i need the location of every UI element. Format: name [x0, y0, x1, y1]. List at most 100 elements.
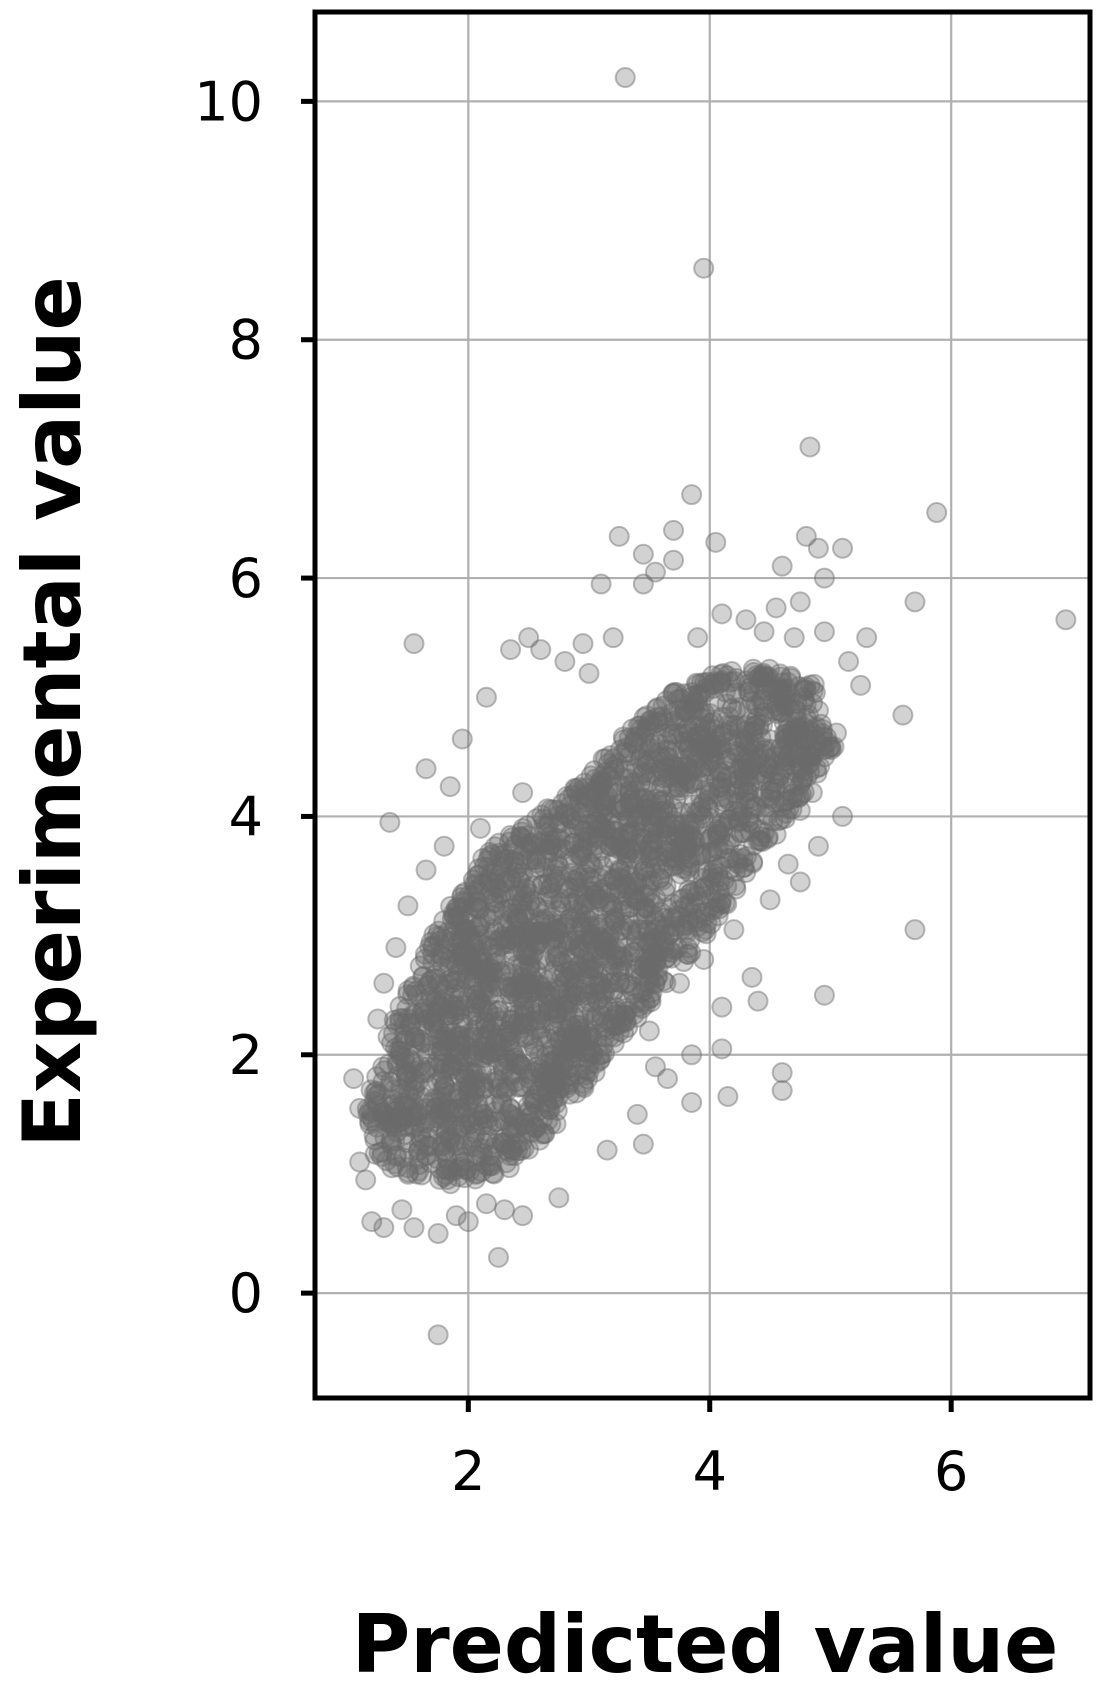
scatter-point — [403, 633, 425, 655]
scatter-point — [454, 1047, 476, 1069]
scatter-point — [453, 892, 475, 914]
scatter-point — [693, 738, 715, 760]
scatter-point — [447, 897, 469, 919]
scatter-point — [745, 710, 767, 732]
scatter-point — [604, 820, 626, 842]
y-tick-label: 0 — [229, 1262, 263, 1325]
scatter-point — [672, 723, 694, 745]
scatter-point — [744, 795, 766, 817]
scatter-point — [709, 823, 731, 845]
scatter-point — [642, 955, 664, 977]
scatter-point — [651, 776, 673, 798]
scatter-point — [632, 763, 654, 785]
scatter-point — [409, 1055, 431, 1077]
scatter-point — [735, 609, 757, 631]
scatter-point — [616, 878, 638, 900]
scatter-point — [530, 639, 552, 661]
scatter-point — [612, 767, 634, 789]
scatter-point — [679, 855, 701, 877]
scatter-point — [580, 955, 602, 977]
scatter-point — [813, 746, 835, 768]
scatter-point — [771, 555, 793, 577]
scatter-point — [799, 436, 821, 458]
scatter-point — [455, 1134, 477, 1156]
scatter-point — [539, 930, 561, 952]
scatter-point — [603, 836, 625, 858]
scatter-point — [355, 1169, 377, 1191]
scatter-point — [562, 892, 584, 914]
scatter-point — [628, 995, 650, 1017]
scatter-point — [795, 742, 817, 764]
scatter-point — [693, 257, 715, 279]
scatter-point — [418, 1135, 440, 1157]
scatter-point — [367, 1008, 389, 1030]
scatter-point — [690, 796, 712, 818]
scatter-point — [716, 749, 738, 771]
scatter-point — [791, 770, 813, 792]
scatter-point — [434, 1057, 456, 1079]
scatter-point — [397, 984, 419, 1006]
scatter-point — [440, 895, 462, 917]
x-tick-label: 6 — [934, 1440, 968, 1503]
scatter-point — [478, 930, 500, 952]
scatter-point — [431, 1135, 453, 1157]
scatter-point — [622, 941, 644, 963]
scatter-point — [706, 854, 728, 876]
scatter-point — [660, 947, 682, 969]
scatter-point — [721, 729, 743, 751]
scatter-point — [904, 919, 926, 941]
scatter-point — [381, 1108, 403, 1130]
scatter-point — [413, 965, 435, 987]
scatter-point — [794, 730, 816, 752]
scatter-point — [464, 1003, 486, 1025]
scatter-point — [395, 1065, 417, 1087]
scatter-point — [678, 772, 700, 794]
scatter-point — [485, 1041, 507, 1063]
scatter-point — [501, 1118, 523, 1140]
scatter-point — [575, 1041, 597, 1063]
scatter-point — [754, 705, 776, 727]
scatter-point — [524, 1037, 546, 1059]
scatter-point — [635, 765, 657, 787]
scatter-point — [572, 915, 594, 937]
scatter-point — [453, 1151, 475, 1173]
scatter-point — [376, 1150, 398, 1172]
scatter-point — [742, 722, 764, 744]
scatter-point — [838, 651, 860, 673]
scatter-point — [453, 1167, 475, 1189]
scatter-point — [642, 713, 664, 735]
scatter-point — [376, 1105, 398, 1127]
scatter-point — [688, 757, 710, 779]
scatter-point — [385, 1108, 407, 1130]
scatter-point — [618, 864, 640, 886]
scatter-point — [520, 954, 542, 976]
scatter-point — [572, 1072, 594, 1094]
scatter-point — [539, 985, 561, 1007]
scatter-point — [614, 1011, 636, 1033]
scatter-point — [776, 790, 798, 812]
scatter-point — [676, 754, 698, 776]
scatter-point — [531, 1063, 553, 1085]
scatter-point — [441, 1057, 463, 1079]
scatter-point — [647, 965, 669, 987]
scatter-point — [382, 1116, 404, 1138]
scatter-point — [547, 853, 569, 875]
scatter-point — [537, 873, 559, 895]
scatter-point — [674, 683, 696, 705]
scatter-point — [669, 889, 691, 911]
scatter-point — [703, 899, 725, 921]
scatter-point — [381, 1032, 403, 1054]
scatter-point — [569, 783, 591, 805]
scatter-point — [590, 1048, 612, 1070]
scatter-point — [516, 944, 538, 966]
scatter-point — [572, 985, 594, 1007]
scatter-point — [457, 1211, 479, 1233]
scatter-point — [499, 1145, 521, 1167]
scatter-point — [546, 938, 568, 960]
scatter-point — [780, 665, 802, 687]
scatter-point — [373, 1217, 395, 1239]
scatter-point — [662, 758, 684, 780]
scatter-point — [572, 839, 594, 861]
scatter-point — [635, 958, 657, 980]
scatter-point — [700, 807, 722, 829]
